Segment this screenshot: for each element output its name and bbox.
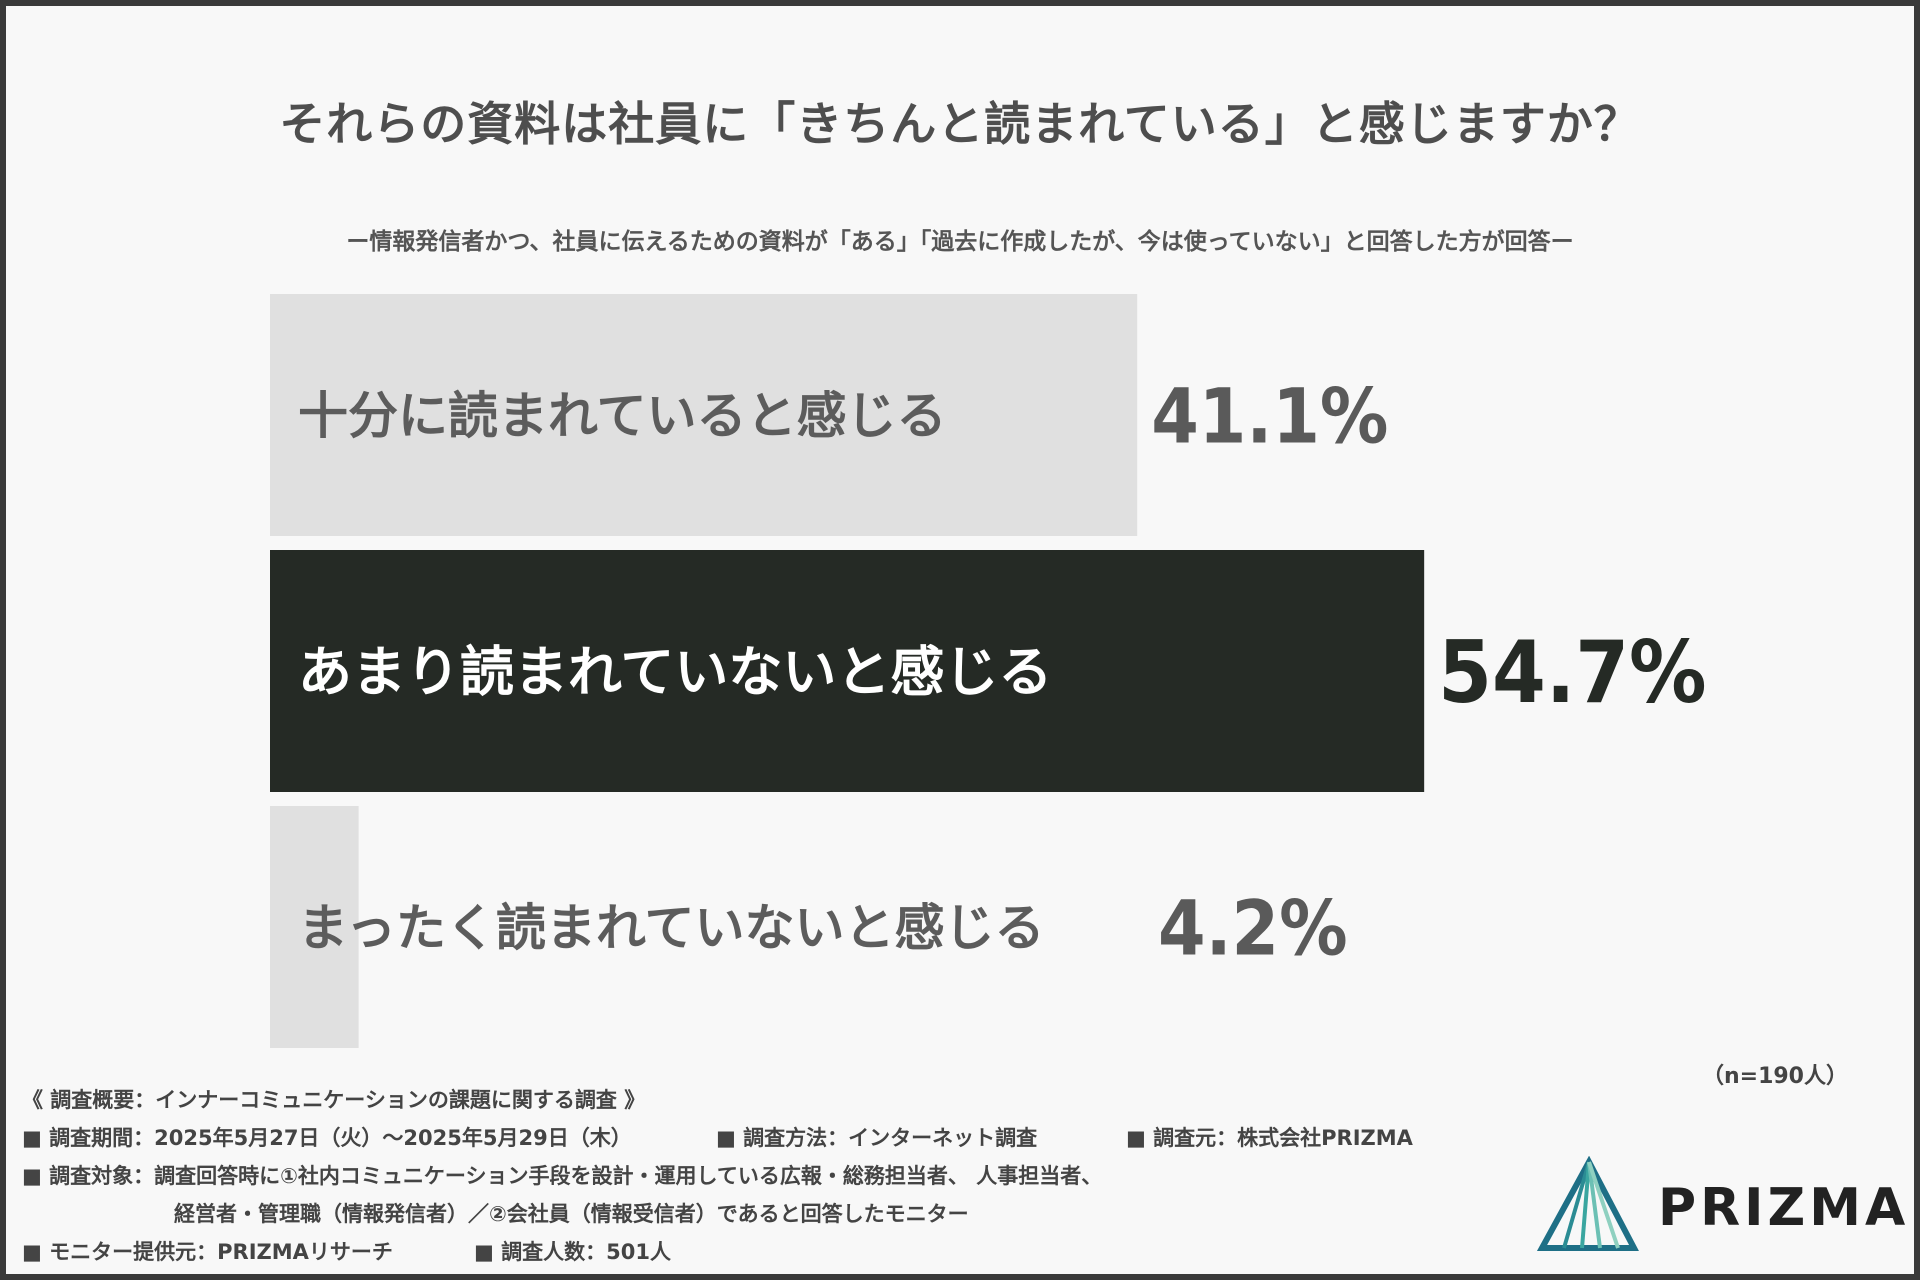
sample-size-note: （n=190人） — [1701, 1064, 1848, 1089]
bar-value-label-1: 41.1% — [1151, 371, 1388, 460]
bar-chart: 十分に読まれていると感じる 41.1% あまり読まれていないと感じる 54.7% まった… — [270, 294, 1707, 1048]
bar-1 — [270, 294, 1138, 536]
bar-3 — [270, 806, 359, 1048]
survey-method: ■ 調査方法：インターネット調査 — [716, 1126, 1038, 1150]
prizma-logo: PRIZMA — [1534, 1155, 1905, 1256]
bar-value-label-2: 54.7% — [1438, 623, 1706, 723]
prizma-logo-mark-icon — [1536, 1155, 1639, 1251]
bar-2 — [270, 550, 1425, 792]
chart-subtitle: ー情報発信者かつ、社員に伝えるための資料が「ある」「過去に作成したが、今は使って… — [346, 229, 1574, 255]
chart-title: それらの資料は社員に「きちんと読まれている」と感じますか？ — [279, 97, 1641, 151]
survey-period: ■ 調査期間：2025年5月27日（火）～2025年5月29日（木） — [22, 1126, 632, 1150]
survey-heading: 《 調査概要：インナーコミュニケーションの課題に関する調査 》 — [22, 1088, 646, 1112]
bar-category-label-3: まったく読まれていないと感じる — [298, 899, 1045, 957]
survey-target-line1: ■ 調査対象：調査回答時に①社内コミュニケーション手段を設計・運用している広報・… — [22, 1164, 1103, 1188]
survey-count: ■ 調査人数：501人 — [474, 1240, 671, 1264]
bar-category-label-2: あまり読まれていないと感じる — [298, 640, 1052, 703]
prizma-logo-text: PRIZMA — [1658, 1178, 1910, 1238]
survey-source: ■ 調査元：株式会社PRIZMA — [1126, 1126, 1413, 1150]
survey-monitor: ■ モニター提供元：PRIZMAリサーチ — [22, 1240, 393, 1264]
survey-target-line2: 経営者・管理職（情報発信者）／②会社員（情報受信者）であると回答したモニター — [174, 1202, 969, 1226]
bar-value-label-3: 4.2% — [1158, 883, 1348, 972]
bar-category-label-1: 十分に読まれていると感じる — [298, 387, 947, 445]
